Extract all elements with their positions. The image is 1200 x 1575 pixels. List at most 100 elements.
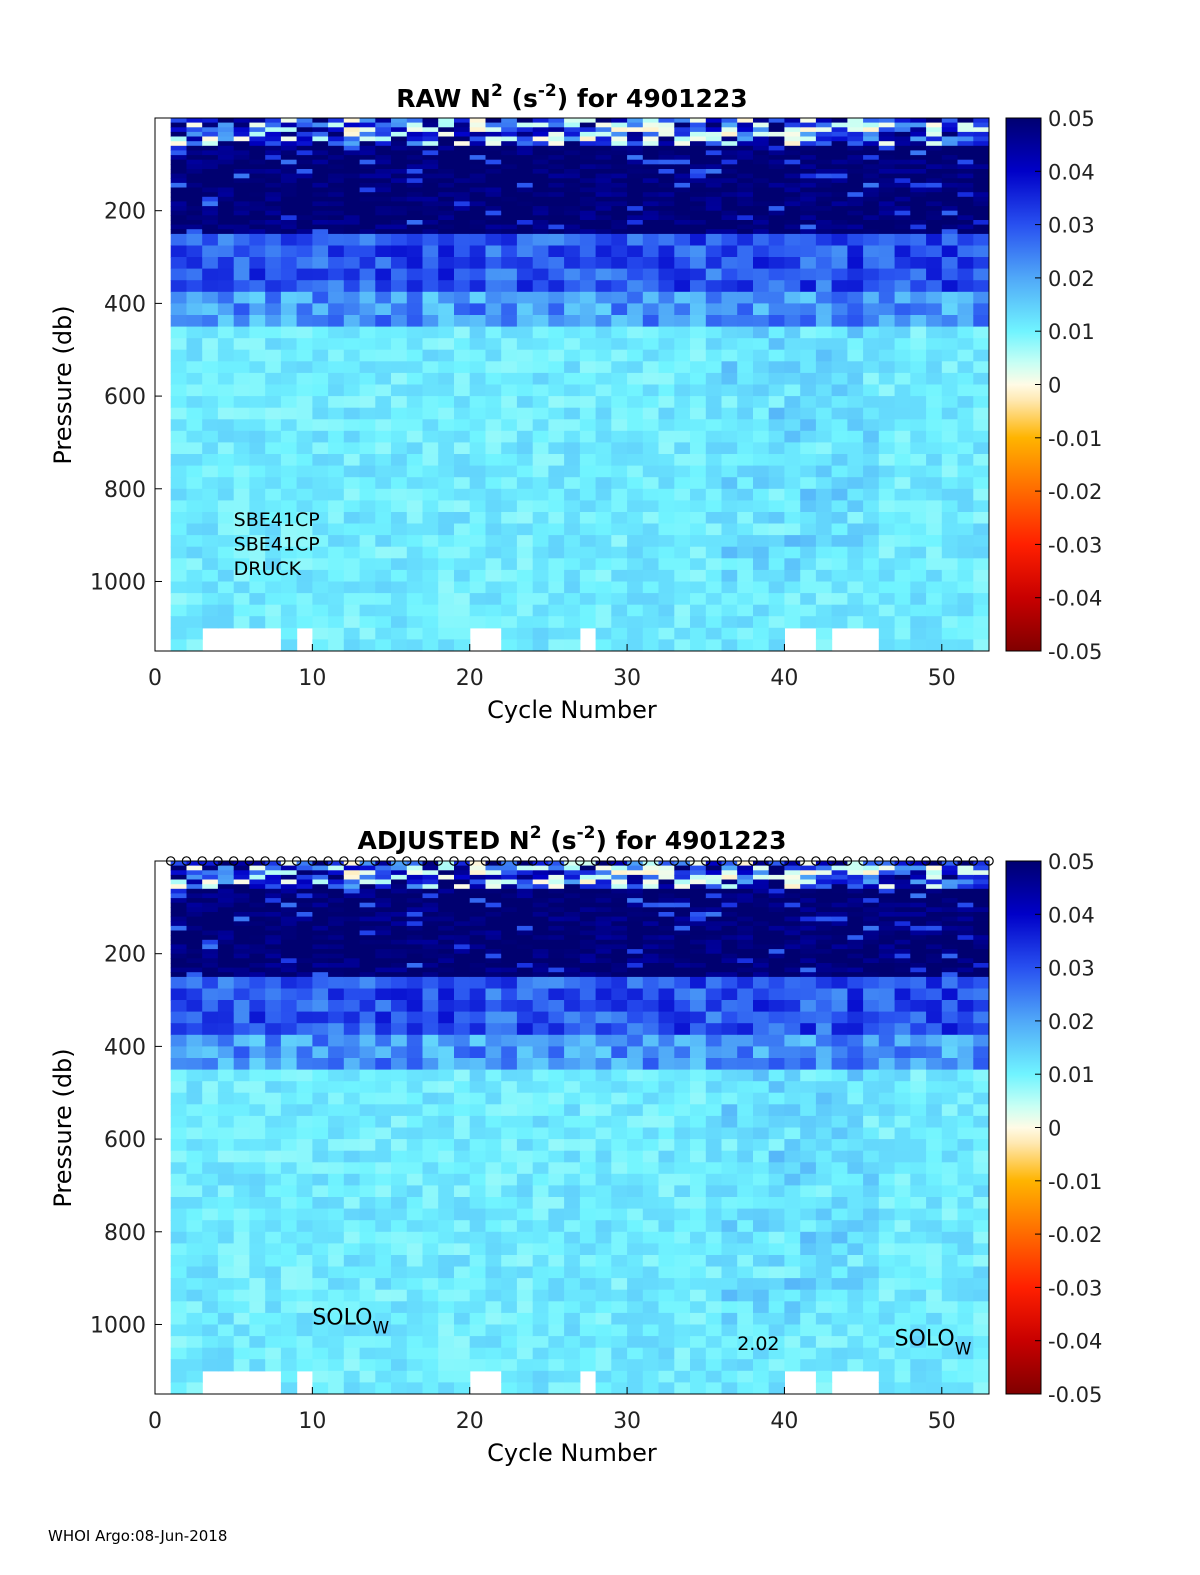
heatmap-cell [343,925,361,932]
heatmap-cell [941,512,959,525]
heatmap-cell [532,178,549,184]
heatmap-cell [469,145,486,151]
heatmap-cell [359,593,376,606]
heatmap-cell [391,127,408,133]
heatmap-cell [249,155,266,161]
heatmap-cell [233,1243,250,1256]
heatmap-cell [359,1092,376,1105]
heatmap-cell [548,454,565,467]
heatmap-cell [422,233,439,247]
heatmap-cell [375,1139,392,1152]
heatmap-cell [280,430,298,443]
heatmap-cell [516,1115,534,1129]
heatmap-cell [532,1255,549,1268]
heatmap-cell [202,1173,219,1186]
heatmap-cell [186,1359,203,1372]
heatmap-cell [343,201,361,207]
heatmap-cell [501,1081,518,1094]
heatmap-cell [280,1301,298,1314]
heatmap-cell [359,1081,376,1094]
heatmap-cell [296,201,313,207]
heatmap-cell [957,535,974,548]
heatmap-cell [579,1336,597,1349]
heatmap-cell [737,326,754,339]
heatmap-cell [170,988,187,1001]
heatmap-cell [312,396,329,409]
heatmap-cell [469,1301,486,1314]
heatmap-cell [753,454,770,467]
heatmap-cell [910,141,927,147]
heatmap-cell [705,291,723,304]
heatmap-cell [690,338,707,351]
heatmap-cell [422,257,439,270]
heatmap-cell [469,1023,486,1036]
heatmap-cell [280,127,298,133]
heatmap-cell [501,593,518,606]
heatmap-cell [249,215,266,221]
heatmap-cell [233,874,250,881]
heatmap-cell [516,1301,534,1314]
heatmap-cell [516,1312,534,1326]
heatmap-cell [186,912,203,918]
heatmap-cell [705,257,723,270]
heatmap-cell [485,976,502,990]
heatmap-cell [910,136,927,142]
heatmap-cell [485,118,502,124]
heatmap-cell [658,616,675,629]
heatmap-cell [564,291,581,304]
heatmap-cell [469,1266,486,1279]
heatmap-cell [391,912,408,918]
heatmap-cell [454,930,471,936]
heatmap-cell [611,338,628,351]
heatmap-cell [217,581,235,594]
heatmap-cell [375,1359,392,1372]
heatmap-cell [328,384,345,397]
heatmap-cell [296,1359,313,1372]
heatmap-cell [674,523,691,536]
heatmap-cell [847,127,864,133]
heatmap-cell [674,291,691,304]
heatmap-cell [454,303,471,316]
heatmap-cell [658,173,675,179]
heatmap-cell [469,215,486,221]
heatmap-cell [579,1243,597,1256]
heatmap-cell [737,245,754,258]
heatmap-cell [375,898,392,904]
heatmap-cell [233,1023,250,1036]
heatmap-cell [501,879,518,885]
heatmap-cell [469,581,486,594]
heatmap-cell [391,953,408,959]
heatmap-cell [186,953,203,959]
heatmap-cell [973,233,989,247]
heatmap-cell [343,1278,361,1291]
heatmap-cell [532,1034,549,1047]
heatmap-cell [642,593,660,606]
heatmap-cell [186,338,203,351]
heatmap-cell [516,902,534,908]
heatmap-cell [296,280,313,293]
heatmap-cell [265,1046,282,1059]
heatmap-cell [328,155,345,161]
heatmap-cell [375,523,392,536]
heatmap-cell [532,224,549,230]
heatmap-cell [280,1359,298,1372]
heatmap-cell [721,315,738,328]
heatmap-cell [202,1208,219,1221]
heatmap-cell [422,1115,439,1129]
heatmap-cell [784,488,801,501]
heatmap-cell [579,907,597,913]
heatmap-cell [847,384,864,397]
heatmap-cell [454,972,471,978]
heatmap-cell [878,396,896,409]
heatmap-cell [280,1092,298,1105]
heatmap-cell [233,898,250,904]
heatmap-cell [249,893,266,899]
heatmap-cell [768,127,785,133]
heatmap-cell [249,1336,266,1349]
heatmap-cell [831,118,848,124]
heatmap-cell [910,581,927,594]
heatmap-cell [627,488,644,501]
heatmap-cell [768,546,785,559]
heatmap-cell [454,361,471,374]
heatmap-cell [705,477,723,490]
